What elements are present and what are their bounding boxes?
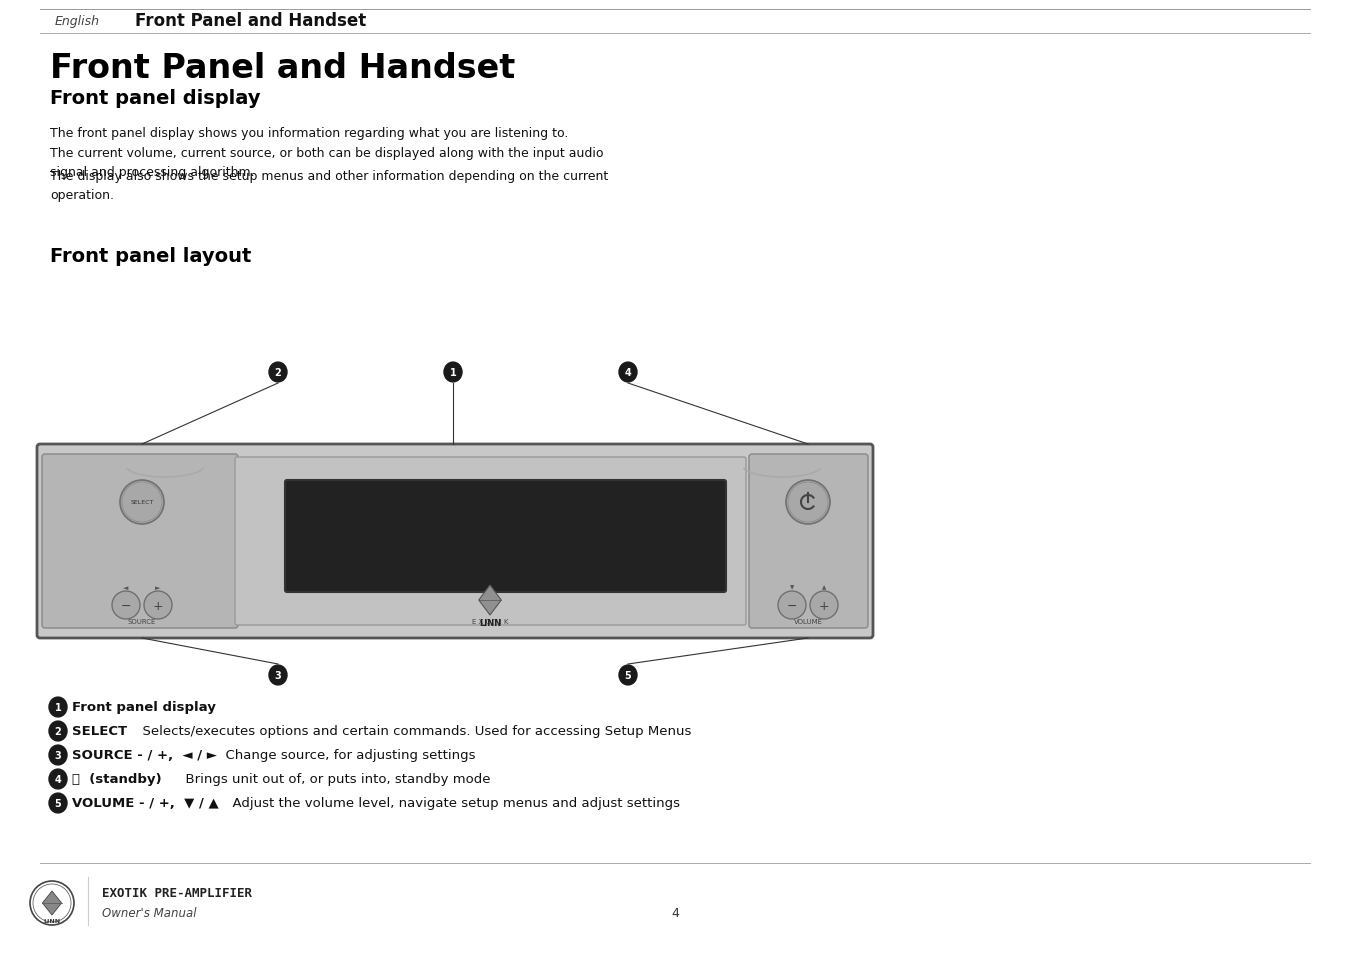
- Ellipse shape: [619, 363, 638, 382]
- Text: LINN: LINN: [478, 618, 501, 628]
- Text: Front Panel and Handset: Front Panel and Handset: [50, 52, 515, 86]
- Text: 5: 5: [624, 670, 631, 680]
- Circle shape: [778, 592, 807, 619]
- Text: EXOTIK PRE-AMPLIFIER: EXOTIK PRE-AMPLIFIER: [101, 886, 253, 900]
- Text: LINN: LINN: [43, 919, 61, 923]
- Text: SOURCE - / +,  ◄ / ►: SOURCE - / +, ◄ / ►: [72, 749, 218, 761]
- Text: ▼: ▼: [790, 585, 794, 590]
- Text: SOURCE: SOURCE: [128, 618, 157, 624]
- Text: +: +: [819, 598, 830, 612]
- FancyBboxPatch shape: [36, 444, 873, 639]
- Ellipse shape: [49, 769, 68, 789]
- Circle shape: [30, 882, 74, 925]
- Circle shape: [145, 592, 172, 619]
- Text: 4: 4: [671, 906, 680, 920]
- Ellipse shape: [49, 698, 68, 718]
- FancyBboxPatch shape: [42, 455, 238, 628]
- FancyBboxPatch shape: [748, 455, 867, 628]
- Text: The front panel display shows you information regarding what you are listening t: The front panel display shows you inform…: [50, 127, 604, 179]
- Text: ►: ►: [155, 584, 161, 590]
- Text: ⏻  (standby): ⏻ (standby): [72, 773, 162, 785]
- Text: Front panel display: Front panel display: [50, 90, 261, 109]
- Text: Front panel display: Front panel display: [72, 700, 216, 714]
- Text: E X O T I K: E X O T I K: [471, 618, 508, 624]
- Ellipse shape: [619, 665, 638, 685]
- Text: 2: 2: [54, 726, 61, 737]
- Text: 3: 3: [274, 670, 281, 680]
- Ellipse shape: [269, 363, 286, 382]
- Ellipse shape: [269, 665, 286, 685]
- Text: English: English: [55, 14, 100, 28]
- Text: VOLUME - / +,  ▼ / ▲: VOLUME - / +, ▼ / ▲: [72, 797, 219, 810]
- FancyBboxPatch shape: [235, 457, 746, 625]
- Text: 3: 3: [54, 750, 61, 760]
- Text: Selects/executes options and certain commands. Used for accessing Setup Menus: Selects/executes options and certain com…: [134, 724, 692, 738]
- Text: Front panel layout: Front panel layout: [50, 247, 251, 266]
- Text: 2: 2: [274, 368, 281, 377]
- Text: Adjust the volume level, navigate setup menus and adjust settings: Adjust the volume level, navigate setup …: [224, 797, 680, 810]
- Text: Owner's Manual: Owner's Manual: [101, 906, 196, 920]
- Circle shape: [786, 480, 830, 524]
- Text: ◄: ◄: [123, 584, 128, 590]
- Ellipse shape: [444, 363, 462, 382]
- Text: 1: 1: [450, 368, 457, 377]
- Ellipse shape: [49, 721, 68, 741]
- Polygon shape: [42, 891, 62, 915]
- Text: ▲: ▲: [821, 585, 825, 590]
- Text: Front Panel and Handset: Front Panel and Handset: [135, 12, 366, 30]
- Text: SELECT: SELECT: [72, 724, 127, 738]
- Text: Change source, for adjusting settings: Change source, for adjusting settings: [218, 749, 476, 761]
- Text: The display also shows the setup menus and other information depending on the cu: The display also shows the setup menus a…: [50, 170, 608, 202]
- Text: VOLUME: VOLUME: [793, 618, 823, 624]
- Text: 4: 4: [624, 368, 631, 377]
- Polygon shape: [478, 585, 501, 616]
- Ellipse shape: [49, 793, 68, 813]
- Circle shape: [120, 480, 163, 524]
- Text: −: −: [786, 598, 797, 612]
- Circle shape: [112, 592, 141, 619]
- Text: +: +: [153, 598, 163, 612]
- Text: 5: 5: [54, 799, 61, 808]
- Text: Brings unit out of, or puts into, standby mode: Brings unit out of, or puts into, standb…: [177, 773, 490, 785]
- FancyBboxPatch shape: [285, 480, 725, 593]
- Text: −: −: [120, 598, 131, 612]
- Circle shape: [811, 592, 838, 619]
- Text: SELECT: SELECT: [130, 500, 154, 505]
- Ellipse shape: [49, 745, 68, 765]
- Text: 4: 4: [54, 774, 61, 784]
- Text: 1: 1: [54, 702, 61, 712]
